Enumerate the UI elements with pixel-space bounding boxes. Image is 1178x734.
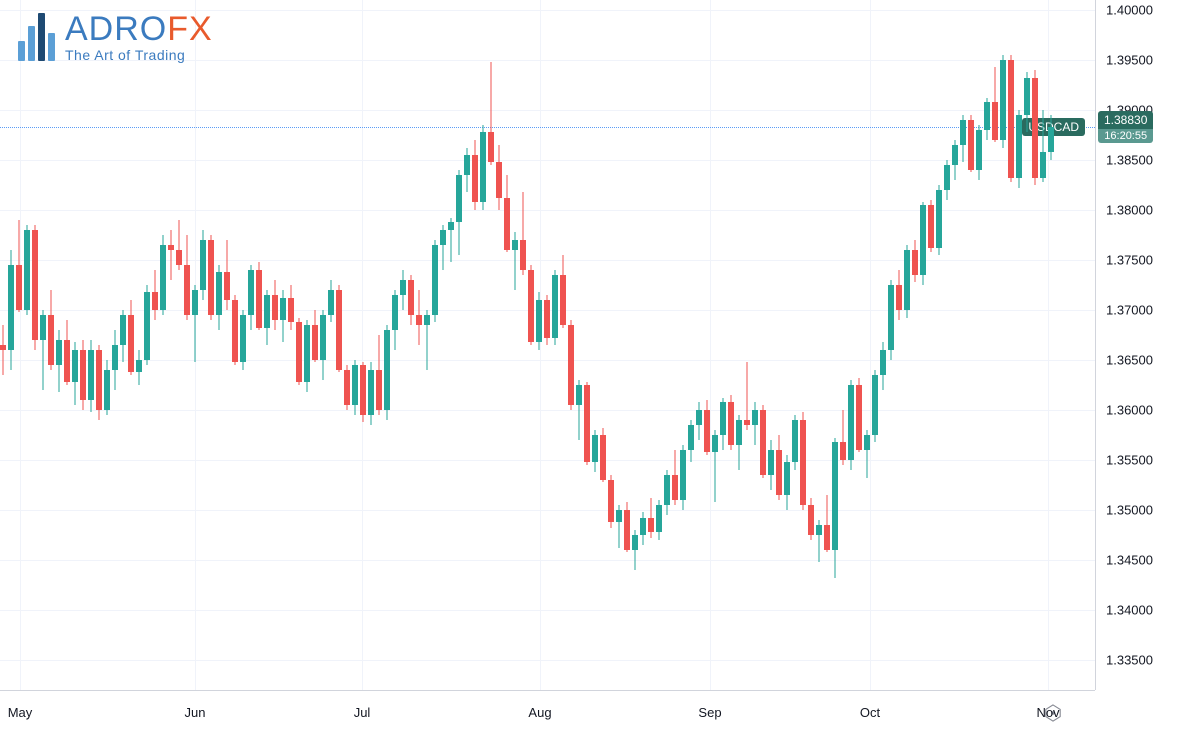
x-tick-label: Jul <box>354 705 371 720</box>
y-tick-label: 1.35500 <box>1106 453 1153 468</box>
x-tick-label: Jun <box>185 705 206 720</box>
v-gridline <box>540 0 541 690</box>
x-tick-label: Sep <box>698 705 721 720</box>
brand-logo: ADROFX The Art of Trading <box>18 12 213 62</box>
chart-container: USDCAD 1.33500 1.34000 1.34500 1.35000 1.355… <box>0 0 1178 734</box>
h-gridline <box>0 410 1095 411</box>
price-countdown-label: 16:20:55 <box>1098 129 1153 143</box>
y-tick-label: 1.34000 <box>1106 603 1153 618</box>
h-gridline <box>0 660 1095 661</box>
y-tick-label: 1.38000 <box>1106 203 1153 218</box>
logo-bar <box>38 13 45 61</box>
h-gridline <box>0 360 1095 361</box>
h-gridline <box>0 460 1095 461</box>
logo-tagline: The Art of Trading <box>65 48 213 62</box>
v-gridline <box>20 0 21 690</box>
x-tick-label: Aug <box>528 705 551 720</box>
price-value-tag: 1.3883016:20:55 <box>1098 111 1153 143</box>
price-value-label: 1.38830 <box>1098 111 1153 129</box>
logo-bars-icon <box>18 13 55 61</box>
v-gridline <box>870 0 871 690</box>
y-tick-label: 1.33500 <box>1106 653 1153 668</box>
y-tick-label: 1.37000 <box>1106 303 1153 318</box>
y-tick-label: 1.36000 <box>1106 403 1153 418</box>
h-gridline <box>0 560 1095 561</box>
y-tick-label: 1.34500 <box>1106 553 1153 568</box>
candlestick-plot[interactable]: USDCAD <box>0 0 1095 690</box>
x-axis[interactable]: May Jun Jul Aug Sep Oct Nov <box>0 690 1095 734</box>
logo-bar <box>28 26 35 61</box>
y-tick-label: 1.36500 <box>1106 353 1153 368</box>
h-gridline <box>0 610 1095 611</box>
logo-bar <box>48 33 55 61</box>
y-tick-label: 1.40000 <box>1106 3 1153 18</box>
v-gridline <box>362 0 363 690</box>
y-tick-label: 1.39500 <box>1106 53 1153 68</box>
h-gridline <box>0 160 1095 161</box>
x-tick-label: May <box>8 705 33 720</box>
v-gridline <box>1048 0 1049 690</box>
y-tick-label: 1.37500 <box>1106 253 1153 268</box>
v-gridline <box>710 0 711 690</box>
y-tick-label: 1.35000 <box>1106 503 1153 518</box>
current-price-line <box>0 127 1095 128</box>
logo-wordmark: ADROFX <box>65 12 213 46</box>
y-tick-label: 1.38500 <box>1106 153 1153 168</box>
x-tick-label: Nov <box>1036 705 1059 720</box>
logo-bar <box>18 41 25 61</box>
h-gridline <box>0 110 1095 111</box>
h-gridline <box>0 510 1095 511</box>
y-axis[interactable]: 1.33500 1.34000 1.34500 1.35000 1.35500 1.360… <box>1095 0 1178 690</box>
logo-brand-b: FX <box>167 10 212 48</box>
logo-brand-a: ADRO <box>65 10 167 48</box>
x-tick-label: Oct <box>860 705 880 720</box>
